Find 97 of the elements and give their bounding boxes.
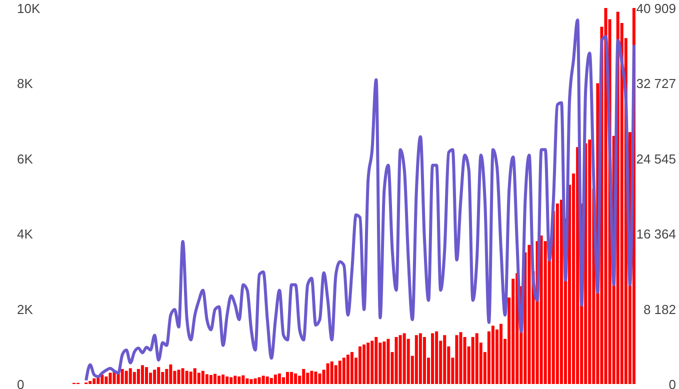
y-tick-label: 10K [17,1,40,16]
bar [455,335,458,384]
bar [120,368,124,384]
y-tick-label: 2K [17,302,34,317]
bar [314,372,318,384]
bar [366,342,370,384]
bar [274,374,277,384]
bar [201,370,204,384]
bar [278,373,281,384]
bar [330,361,334,384]
bar [500,324,503,384]
bar [270,378,273,384]
bar [153,370,156,384]
bar [242,375,245,384]
bar [124,370,128,384]
bar [302,368,306,384]
bar [140,365,144,384]
bar [362,344,366,384]
bar [234,376,237,384]
bar [104,376,108,384]
bar [318,373,322,384]
bar [588,140,592,384]
bar [88,380,92,384]
y-tick-label: 4K [17,226,34,242]
y2-tick-label: 16 364 [636,226,676,242]
bar [471,337,474,384]
bar [370,340,374,384]
bar [540,235,543,384]
bar [226,376,229,384]
bar [350,352,354,384]
bar [431,333,434,384]
bar [132,372,136,384]
bar [459,332,462,384]
y2-tick-label: 0 [668,377,676,389]
bar [230,377,233,384]
bar [394,337,398,384]
bar [290,372,294,384]
y2-tick-label: 24 545 [636,151,676,166]
bar [338,360,342,384]
bar [326,363,330,384]
bar [398,335,402,384]
bar [145,367,148,384]
bar [386,338,390,384]
bar [294,373,298,384]
bar [193,368,196,384]
bar [218,376,221,384]
bar [528,244,531,384]
bar [418,333,422,384]
y-tick-label: 0 [17,377,24,389]
bar [491,326,494,384]
bar [402,333,406,384]
bar [435,331,438,384]
bar [128,368,132,384]
bar [422,337,426,384]
bar [556,204,559,384]
bar [262,376,265,384]
bar [306,372,310,384]
bar [209,374,212,384]
y2-tick-label: 32 727 [636,76,676,92]
bar [414,335,418,384]
bar [177,370,180,384]
bar [346,354,350,384]
y2-tick-label: 40 909 [636,1,676,16]
bar [604,8,608,384]
bar [576,147,580,384]
bar [250,379,253,384]
bar [189,372,192,384]
bar [358,346,362,384]
bar [443,335,446,384]
bar [136,368,140,384]
bar [213,374,216,384]
bar [108,372,112,384]
bar [100,374,104,384]
bar [475,333,478,384]
bar [157,367,160,384]
bar [266,376,269,384]
line-series [84,18,636,382]
bar [258,377,261,384]
bar [246,378,249,384]
bar [222,374,225,384]
y-tick-label: 8K [17,76,34,92]
bar [181,368,184,384]
bar [374,337,378,384]
bar [286,372,289,384]
bar [169,364,172,384]
y-tick-label: 6K [17,151,34,166]
bar [310,370,314,384]
bar [254,378,257,384]
y2-tick-label: 8 182 [643,302,676,317]
bar [560,200,563,384]
bar [92,378,96,384]
bar [205,374,208,384]
bar [238,376,241,384]
bar [185,370,188,384]
bar [342,358,346,384]
bar [382,342,386,384]
bar [165,368,168,384]
